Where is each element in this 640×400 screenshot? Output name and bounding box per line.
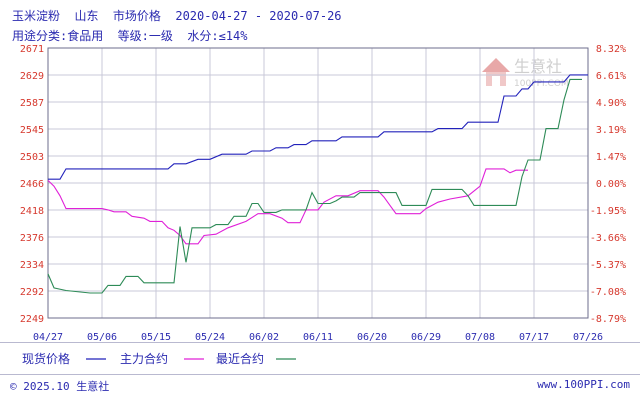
watermark-url: 100PPI.COM — [514, 79, 569, 89]
x-tick-label: 06/02 — [249, 332, 279, 343]
legend: 现货价格 主力合约 最近合约 — [22, 351, 296, 366]
x-tick-label: 07/08 — [465, 332, 495, 343]
x-tick-label: 07/26 — [573, 332, 603, 343]
x-tick-label: 04/27 — [33, 332, 63, 343]
tick-labels: 2671 2629 2587 2545 2503 2466 2418 2376 2334 2292… — [20, 44, 626, 343]
x-tick-label: 05/24 — [195, 332, 225, 343]
grid — [47, 47, 589, 319]
y-tick-label: 2629 — [20, 71, 44, 82]
y2-tick-label: 4.90% — [596, 98, 626, 109]
series-line-main-contract — [47, 168, 528, 245]
footer-divider — [0, 374, 640, 375]
footer-copyright: © 2025.10 生意社 — [10, 380, 110, 393]
y2-tick-label: -1.95% — [590, 206, 626, 217]
series-lines — [47, 74, 588, 294]
legend-divider — [0, 342, 640, 343]
y-tick-label: 2334 — [20, 260, 44, 271]
series-line-recent-contract — [47, 78, 582, 294]
y2-tick-label: 6.61% — [596, 71, 626, 82]
y2-tick-label: 0.00% — [596, 179, 626, 190]
y-tick-label: 2545 — [20, 125, 44, 136]
y-tick-label: 2671 — [20, 44, 44, 55]
y2-tick-label: -8.79% — [590, 314, 626, 325]
y-tick-label: 2503 — [20, 152, 44, 163]
watermark: 生意社 100PPI.COM — [482, 57, 569, 89]
y-tick-label: 2587 — [20, 98, 44, 109]
y-tick-label: 2292 — [20, 287, 44, 298]
y-tick-label: 2376 — [20, 233, 44, 244]
y-tick-label: 2466 — [20, 179, 44, 190]
y2-tick-label: -7.08% — [590, 287, 626, 298]
series-line-spot-price — [48, 74, 588, 180]
plot-frame — [47, 47, 589, 319]
chart-subtitle: 用途分类:食品用 等级:一级 水分:≤14% — [12, 29, 248, 43]
y2-tick-label: -3.66% — [590, 233, 626, 244]
x-tick-label: 06/11 — [303, 332, 333, 343]
y2-tick-label: 1.47% — [596, 152, 626, 163]
y-tick-label: 2249 — [20, 314, 44, 325]
x-tick-label: 06/29 — [411, 332, 441, 343]
watermark-text: 生意社 — [514, 57, 562, 76]
y-tick-label: 2418 — [20, 206, 44, 217]
legend-label-main: 主力合约 — [120, 351, 168, 366]
y2-tick-label: 3.19% — [596, 125, 626, 136]
y2-tick-label: 8.32% — [596, 44, 626, 55]
legend-label-recent: 最近合约 — [216, 351, 264, 366]
x-tick-label: 05/15 — [141, 332, 171, 343]
house-logo-icon — [482, 58, 510, 86]
x-tick-label: 07/17 — [519, 332, 549, 343]
footer-site-link[interactable]: www.100PPI.com — [537, 378, 630, 391]
y2-tick-label: -5.37% — [590, 260, 626, 271]
x-tick-label: 06/20 — [357, 332, 387, 343]
chart-title: 玉米淀粉 山东 市场价格 2020-04-27 - 2020-07-26 — [12, 9, 342, 23]
x-tick-label: 05/06 — [87, 332, 117, 343]
axes — [47, 47, 589, 319]
legend-label-spot: 现货价格 — [22, 351, 70, 366]
